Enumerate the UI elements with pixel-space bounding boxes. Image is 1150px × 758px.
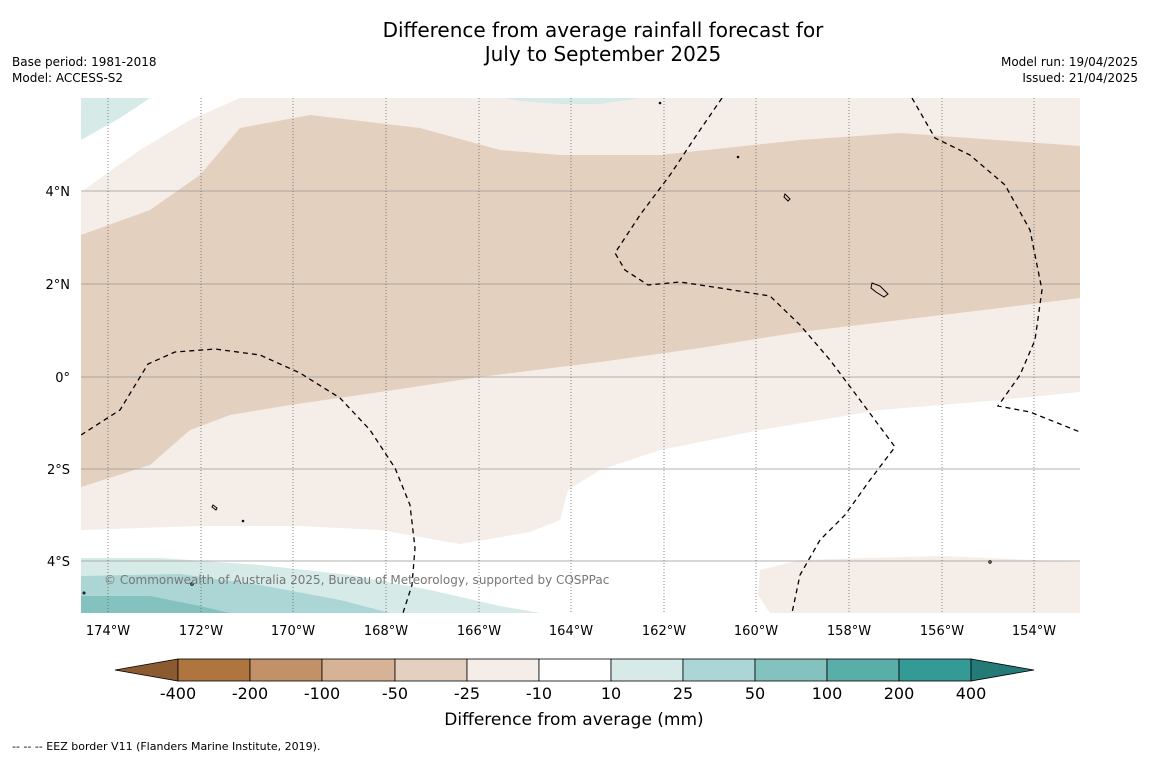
eez-borders — [81, 98, 1080, 613]
eez-legend-footnote: -- -- -- EEZ border V11 (Flanders Marine… — [12, 740, 321, 753]
colorbar-extend-low — [114, 658, 179, 682]
run-info: Model run: 19/04/2025 Issued: 21/04/2025 — [1001, 54, 1138, 86]
colorbar-tick-label: 10 — [600, 684, 622, 703]
colorbar-title: Difference from average (mm) — [444, 710, 704, 730]
model-run-text: Model run: 19/04/2025 — [1000, 55, 1138, 69]
colorbar-tick-label: 200 — [883, 684, 915, 703]
colorbar-segment — [249, 658, 323, 682]
colorbar-segment — [466, 658, 540, 682]
colorbar-segment — [610, 658, 684, 682]
copyright-notice: © Commonwealth of Australia 2025, Bureau… — [104, 573, 609, 587]
colorbar-segment — [177, 658, 251, 682]
colorbar-tick-label: -200 — [231, 684, 269, 703]
map-plot-area: © Commonwealth of Australia 2025, Bureau… — [81, 98, 1080, 613]
latitude-gridlines — [81, 190, 1080, 562]
contour-10-to-25-north — [505, 98, 640, 104]
x-tick-label: 160°W — [734, 624, 778, 639]
model-info: Base period: 1981-2018 Model: ACCESS-S2 — [12, 54, 157, 86]
island-outlines — [82, 101, 992, 595]
longitude-labels: 174°W 172°W 170°W 168°W 166°W 164°W 162°… — [86, 624, 1056, 639]
colorbar-segment — [682, 658, 756, 682]
x-tick-label: 172°W — [179, 624, 223, 639]
colorbar-extend-high — [970, 658, 1035, 682]
latitude-labels: 4°N 2°N 0° 2°S 4°S — [46, 185, 71, 570]
colorbar-segment — [538, 658, 612, 682]
colorbar-segment — [754, 658, 828, 682]
y-tick-label: 4°S — [47, 555, 70, 570]
x-tick-label: 162°W — [642, 624, 686, 639]
x-tick-label: 156°W — [920, 624, 964, 639]
longitude-gridlines — [107, 98, 1035, 613]
colorbar-segment — [898, 658, 972, 682]
model-name-text: Model: ACCESS-S2 — [12, 71, 124, 85]
colorbar-segment — [394, 658, 468, 682]
y-tick-label: 2°S — [47, 463, 70, 478]
colorbar-tick-label: -100 — [303, 684, 341, 703]
colorbar-tick-label: -400 — [159, 684, 197, 703]
title-line-2: July to September 2025 — [484, 42, 722, 66]
x-tick-label: 158°W — [827, 624, 871, 639]
colorbar-tick-label: 100 — [811, 684, 843, 703]
colorbar-tick-label: 400 — [955, 684, 987, 703]
contour-10-to-25-nw — [81, 98, 150, 140]
contour-minus50-to-minus25 — [81, 115, 1080, 487]
colorbar-tick-label: -10 — [525, 684, 553, 703]
colorbar-tick-label: 50 — [744, 684, 766, 703]
colorbar — [114, 658, 1035, 682]
issued-date-text: Issued: 21/04/2025 — [1022, 71, 1138, 85]
colorbar-segment — [321, 658, 396, 682]
y-tick-label: 2°N — [46, 278, 71, 293]
x-tick-label: 164°W — [549, 624, 593, 639]
colorbar-tick-label: -50 — [381, 684, 409, 703]
base-period-text: Base period: 1981-2018 — [12, 55, 157, 69]
contour-minus25-to-minus10-se — [758, 556, 1080, 613]
colorbar-segment — [826, 658, 900, 682]
map-title: Difference from average rainfall forecas… — [0, 18, 1150, 66]
title-line-1: Difference from average rainfall forecas… — [382, 18, 824, 42]
y-tick-label: 0° — [55, 371, 70, 386]
x-tick-label: 154°W — [1012, 624, 1056, 639]
y-tick-label: 4°N — [46, 185, 71, 200]
x-tick-label: 170°W — [271, 624, 315, 639]
colorbar-tick-label: 25 — [672, 684, 694, 703]
x-tick-label: 166°W — [457, 624, 501, 639]
contour-50-to-100-sw — [81, 596, 230, 613]
x-tick-label: 168°W — [364, 624, 408, 639]
x-tick-label: 174°W — [86, 624, 130, 639]
colorbar-tick-label: -25 — [453, 684, 481, 703]
